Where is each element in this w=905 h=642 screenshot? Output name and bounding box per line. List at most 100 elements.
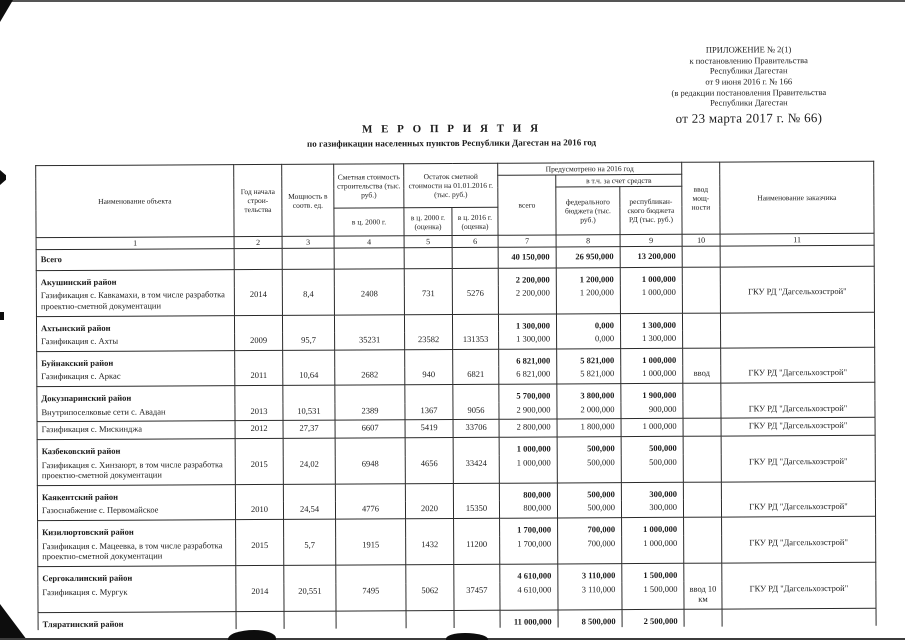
cell-year bbox=[235, 484, 284, 503]
cell-cost bbox=[334, 349, 405, 368]
cell-capacity: 5,7 bbox=[283, 537, 336, 566]
cell-rem2016: 15350 bbox=[453, 501, 500, 519]
table-header: Наименование объекта Год начала строи-те… bbox=[35, 161, 875, 250]
cell-republican: 1 300,000 bbox=[620, 330, 683, 349]
cell-rem2000: 1432 bbox=[405, 536, 454, 565]
cell-rem2000: 2020 bbox=[405, 501, 454, 519]
cell-cost bbox=[334, 384, 405, 404]
cell-total: 2 900,000 bbox=[498, 402, 558, 420]
appendix-line: Республики Дагестан bbox=[710, 97, 788, 108]
cell-capacity bbox=[283, 564, 336, 584]
table-row-object: Газификация с. Хинзаюрт, в том числе раз… bbox=[37, 453, 876, 486]
cell-name: Сергокалинский район bbox=[37, 565, 236, 585]
cell-name: Всего bbox=[36, 248, 235, 271]
cell-customer bbox=[720, 245, 875, 267]
cell-cost: 4776 bbox=[335, 501, 406, 520]
cell-year bbox=[235, 565, 284, 584]
cell-federal: 8 500,000 bbox=[558, 609, 623, 628]
cell-republican: 2 500,000 bbox=[622, 609, 685, 628]
cell-input bbox=[683, 499, 722, 518]
cell-republican: 1 900,000 bbox=[620, 383, 683, 402]
cell-input bbox=[682, 401, 722, 419]
col-number: 6 bbox=[452, 235, 499, 248]
table-container: Наименование объекта Год начала строи-те… bbox=[35, 161, 877, 631]
cell-customer: ГКУ РД "Дагсельхозстрой" bbox=[720, 365, 875, 384]
title-block: М Е Р О П Р И Я Т И Я по газификации нас… bbox=[0, 121, 904, 151]
cell-total: 1 300,000 bbox=[498, 313, 557, 332]
cell-rem2016: 9056 bbox=[452, 402, 500, 420]
cell-capacity bbox=[282, 248, 335, 270]
cell-input bbox=[684, 608, 723, 628]
cell-year: 2015 bbox=[235, 456, 284, 485]
col-header-object-name: Наименование объекта bbox=[35, 164, 235, 238]
cell-total: 2 200,000 bbox=[498, 285, 557, 314]
cell-republican: 1 000,000 bbox=[621, 517, 684, 536]
cell-year bbox=[235, 519, 284, 538]
col-subheader-rem-2016: в ц. 2016 г. (оценка) bbox=[451, 207, 499, 236]
col-header-start-year: Год начала строи-тельства bbox=[233, 164, 283, 237]
cell-rem2016 bbox=[453, 518, 500, 537]
cell-rem2016 bbox=[453, 483, 500, 502]
cell-cost: 6948 bbox=[335, 455, 406, 484]
cell-name: Газификация с. Мургук bbox=[37, 583, 237, 613]
col-header-commissioning: ввод мощ-ности bbox=[681, 162, 721, 235]
cell-name: Газификация с. Ахты bbox=[36, 333, 235, 352]
cell-total: 5 700,000 bbox=[498, 383, 557, 403]
cell-republican: 1 000,000 bbox=[620, 285, 683, 314]
cell-year: 2014 bbox=[235, 583, 285, 612]
cell-name: Буйнакский район bbox=[36, 350, 235, 370]
cell-customer bbox=[720, 265, 875, 285]
cell-year: 2012 bbox=[235, 420, 284, 439]
table-row-district: Тляратинский район 11 000,000 8 500,000 2 5… bbox=[38, 608, 877, 631]
cell-federal: 700,000 bbox=[557, 517, 622, 537]
scan-artifact-left-speck bbox=[0, 170, 6, 185]
cell-input bbox=[683, 481, 722, 501]
cell-rem2000: 940 bbox=[404, 367, 453, 385]
table-row-object: Газификация с. Мургук 2014 20,551 7495 5062 3… bbox=[37, 580, 877, 613]
cell-republican: 500,000 bbox=[621, 454, 684, 483]
cell-capacity bbox=[283, 519, 336, 538]
cell-total: 40 150,000 bbox=[498, 246, 557, 268]
cell-cost bbox=[336, 610, 407, 629]
cell-cost: 2408 bbox=[334, 286, 405, 315]
cell-total: 2 200,000 bbox=[498, 267, 557, 287]
cell-year: 2011 bbox=[234, 368, 283, 386]
cell-name: Тляратинский район bbox=[38, 611, 237, 631]
cell-customer: ГКУ РД "Дагсельхозстрой" bbox=[721, 534, 876, 563]
cell-name: Докузпаринский район bbox=[36, 385, 235, 405]
cell-rem2016 bbox=[452, 384, 499, 403]
col-number: 10 bbox=[682, 234, 721, 247]
cell-customer bbox=[720, 311, 875, 331]
cell-federal: 500,000 bbox=[557, 500, 622, 518]
table-body: Всего 40 150,000 26 950,000 13 200,000 Акуши… bbox=[36, 245, 877, 631]
scan-artifact-corner-top-left bbox=[0, 0, 13, 22]
cell-total: 800,000 bbox=[499, 482, 558, 502]
cell-republican: 900,000 bbox=[620, 401, 684, 419]
col-header-customer: Наименование заказчика bbox=[719, 161, 875, 235]
cell-customer bbox=[721, 516, 876, 536]
cell-rem2016: 131353 bbox=[452, 331, 499, 350]
cell-input bbox=[682, 347, 721, 367]
scan-artifact-bottom-blob bbox=[446, 633, 488, 640]
cell-cost: 35231 bbox=[334, 332, 405, 350]
col-number: 5 bbox=[404, 235, 453, 248]
cell-rem2000 bbox=[404, 349, 453, 368]
cell-name: Газификация с. Мацеевка, в том числе раз… bbox=[37, 537, 236, 567]
cell-capacity bbox=[283, 437, 336, 457]
scan-artifact-bottom-blob bbox=[228, 630, 276, 640]
scan-artifact-corner-bottom-left bbox=[0, 604, 27, 640]
col-number: 4 bbox=[334, 235, 405, 249]
col-number: 2 bbox=[234, 236, 283, 249]
cell-input bbox=[683, 454, 722, 483]
col-number: 11 bbox=[720, 233, 875, 247]
cell-rem2000 bbox=[404, 268, 453, 287]
cell-year: 2014 bbox=[234, 287, 283, 316]
cell-year: 2009 bbox=[234, 333, 283, 351]
cell-republican: 1 000,000 bbox=[620, 348, 683, 367]
cell-year bbox=[236, 611, 285, 630]
cell-federal: 0,000 bbox=[556, 313, 621, 332]
cell-rem2000: 1367 bbox=[404, 402, 454, 420]
cell-republican: 1 000,000 bbox=[620, 266, 683, 286]
cell-customer bbox=[720, 347, 875, 366]
